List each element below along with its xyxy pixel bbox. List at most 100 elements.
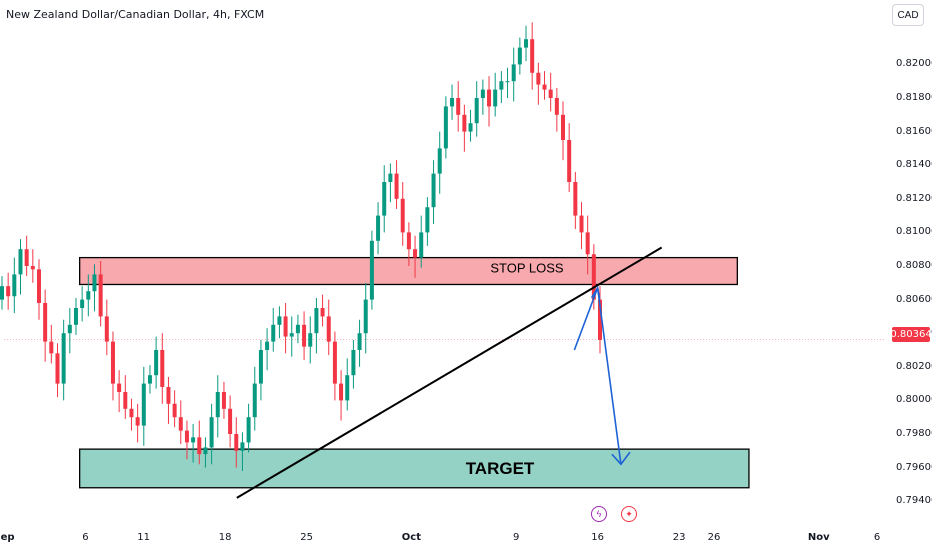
x-tick-label: Oct [401,532,421,543]
candle [567,123,572,193]
candle-body [530,39,535,73]
candle [431,160,436,224]
stop-loss-label: STOP LOSS [490,260,564,276]
candle [98,260,103,327]
candle-body [598,299,602,340]
x-tick-label: 6 [873,532,881,543]
candle [73,297,78,335]
candle [456,81,461,132]
candle-body [147,375,152,384]
candle [67,308,72,354]
candle-body [246,417,251,443]
candle [437,131,442,194]
candle-body [376,215,381,241]
candle [265,328,270,371]
candle-body [61,333,66,384]
candle-body [135,417,140,426]
candle [283,302,288,354]
currency-button[interactable]: CAD [892,4,924,26]
candle [110,331,115,401]
candle-body [258,350,263,384]
candle-body [289,333,294,337]
candle [197,420,202,465]
candle-body [80,299,85,308]
candle-body [221,392,226,409]
candle-body [6,286,11,297]
candle-body [240,442,245,451]
candle-body [92,274,97,292]
candle-body [283,316,288,337]
candle [246,403,251,453]
candle [147,365,152,394]
candle-body [462,114,467,132]
x-tick-label: 11 [137,532,151,543]
candle-body [345,375,350,401]
x-tick-label: 18 [218,532,232,543]
candle [43,289,48,362]
candle-body [252,383,257,418]
candle [141,366,146,446]
candle-body [554,98,559,115]
candle-body [363,299,368,334]
candle [160,333,165,404]
candle [86,274,91,317]
candle [480,79,485,115]
lightning-event-icon[interactable]: ϟ [591,506,607,522]
candle [579,202,584,250]
candle [382,165,387,233]
candle [561,101,566,161]
candle [487,76,492,127]
candle [345,358,350,411]
x-tick-label: 23 [672,532,686,543]
candle-body [12,274,17,297]
candle [172,390,177,428]
candle-body [129,408,134,418]
candle [240,432,245,471]
candle-body [413,249,418,258]
candle-body [443,106,448,149]
x-tick-label: 6 [82,532,89,543]
candle [277,306,282,339]
candle-body [326,316,331,342]
candle-body [18,249,23,275]
candle [104,299,109,356]
candle-body [184,430,189,443]
chart-title: New Zealand Dollar/Canadian Dollar, 4h, … [6,8,265,21]
candle-body [524,39,529,48]
candle-body [178,417,183,431]
candle [524,25,529,62]
canada-flag-event-icon[interactable]: ✦ [621,506,637,522]
candle [18,239,23,295]
candle [363,282,368,354]
candle-body [228,408,233,434]
candle-body [388,173,393,182]
candle-body [339,383,344,401]
candle [511,47,516,102]
candle-body [431,173,436,208]
candle-body [302,324,307,347]
candle-body [314,308,319,334]
candle [117,370,122,413]
candle [548,72,553,112]
candle-body [487,89,492,107]
x-tick-label: Sep [0,532,15,543]
candle-body [332,341,337,384]
candle [517,37,522,75]
candle [326,299,331,356]
candle [203,437,208,468]
candle [443,96,448,159]
candle [462,104,467,152]
candle-body [0,286,4,300]
candle [474,81,479,137]
candle-body [511,64,516,82]
candle [357,319,362,367]
candle-body [406,232,411,250]
candle-body [499,81,504,90]
candle [258,339,263,401]
candle-body [579,215,584,233]
candle-body [573,182,578,216]
